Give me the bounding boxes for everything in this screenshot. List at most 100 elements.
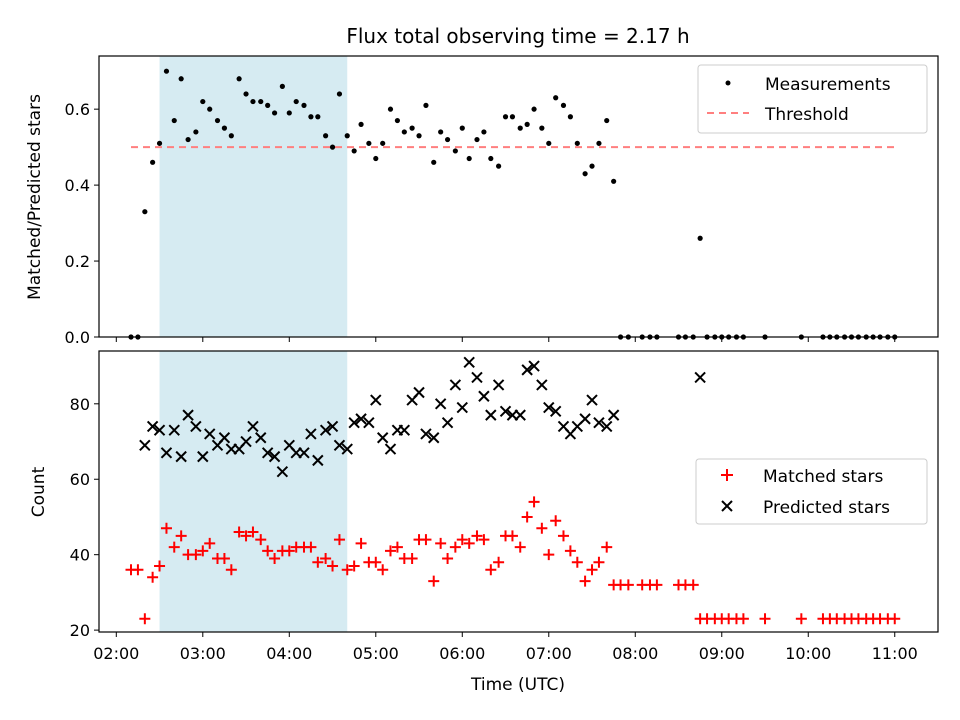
matched-stars-point (197, 545, 209, 557)
matched-stars-point (571, 556, 583, 568)
predicted-stars-point (197, 450, 209, 463)
measurements-point (438, 129, 444, 135)
predicted-stars-point (478, 390, 490, 402)
predicted-stars-point (240, 435, 252, 448)
predicted-stars-point (182, 409, 194, 421)
measurements-point (221, 125, 228, 131)
matched-stars-point (521, 511, 533, 523)
measurements-point (416, 133, 422, 139)
measurements-point (560, 102, 567, 108)
measurements-point (444, 136, 451, 143)
predicted-stars-point (341, 443, 353, 455)
matched-stars-point (262, 545, 274, 557)
top-panel-frame (98, 55, 939, 338)
measurements-point (409, 125, 415, 131)
measurements-point (496, 163, 502, 169)
top-panel-points (128, 68, 898, 340)
measurements-point (611, 178, 617, 184)
matched-stars-point (355, 537, 367, 549)
measurements-point (517, 125, 523, 131)
matched-stars-point (168, 541, 180, 553)
measurements-point (423, 102, 429, 108)
measurements-point (286, 110, 292, 116)
measurements-point (207, 106, 213, 112)
matched-stars-point (204, 537, 216, 549)
predicted-stars-point (355, 413, 367, 425)
bottom-panel-y-ticks: 20 40 60 80 (70, 395, 99, 640)
matched-stars-point (327, 560, 339, 572)
matched-stars-point (240, 530, 252, 542)
matched-stars-point (312, 556, 324, 568)
matched-stars-point (478, 534, 490, 546)
measurements-point (156, 140, 163, 146)
matched-stars-point (622, 579, 634, 591)
predicted-stars-point (514, 409, 526, 421)
matched-stars-point (269, 552, 281, 564)
matched-stars-point (601, 541, 613, 553)
predicted-stars-point (218, 432, 231, 444)
predicted-stars-point (348, 416, 360, 429)
measurements-point (344, 133, 350, 139)
measurements-point (200, 98, 206, 105)
predicted-stars-point (153, 424, 166, 436)
measurements-point (380, 140, 386, 146)
matched-stars-point (283, 545, 295, 557)
measurements-point (509, 114, 516, 120)
legend-measurements-label: Measurements (765, 75, 891, 95)
predicted-stars-point (255, 432, 267, 444)
measurements-point (596, 140, 602, 146)
bottom-legend-frame (695, 458, 928, 525)
measurements-point (488, 155, 494, 162)
x-axis-label: Time (UTC) (470, 675, 565, 695)
measurements-point (258, 98, 264, 105)
measurements-point (358, 121, 364, 127)
y-tick-label: 20 (70, 621, 90, 640)
measurements-point (531, 106, 537, 112)
predicted-stars-point (492, 379, 505, 391)
y-tick-label: 40 (70, 546, 90, 565)
measurements-point (279, 83, 285, 89)
matched-stars-point (687, 579, 699, 591)
measurements-point (329, 144, 336, 150)
predicted-stars-point (601, 420, 613, 433)
matched-stars-point (550, 515, 562, 527)
measurements-point (366, 140, 372, 146)
measurements-point (315, 114, 321, 120)
measurements-point (193, 129, 199, 135)
predicted-stars-point (499, 405, 512, 418)
measurements-point (604, 117, 610, 124)
matched-stars-point (456, 534, 468, 546)
measurements-point (474, 136, 480, 143)
predicted-stars-point (521, 364, 533, 376)
bottom-panel-shaded-interval (159, 351, 348, 632)
matched-stars-point (593, 556, 605, 568)
measurements-point (401, 129, 407, 135)
predicted-stars-point (268, 450, 281, 463)
measurements-point (574, 140, 580, 146)
predicted-stars-point (398, 424, 411, 436)
predicted-stars-point (420, 428, 432, 440)
matched-stars-point (579, 575, 591, 587)
predicted-stars-point (441, 416, 454, 429)
measurements-point (351, 148, 357, 154)
measurements-point (265, 102, 271, 108)
predicted-stars-point (456, 401, 468, 414)
legend-matched-marker (721, 469, 733, 481)
matched-stars-point (471, 530, 483, 542)
matched-stars-point (737, 613, 749, 625)
predicted-stars-point (384, 443, 397, 455)
matched-stars-point (255, 534, 267, 546)
measurements-point (452, 148, 458, 154)
y-tick-label: 0.6 (65, 100, 90, 119)
matched-stars-point (341, 564, 353, 576)
matched-stars-point (435, 537, 447, 549)
matched-stars-point (154, 560, 166, 572)
y-tick-label: 0.2 (65, 252, 90, 271)
predicted-stars-point (204, 428, 216, 440)
predicted-stars-point (326, 420, 339, 433)
measurements-point (546, 140, 552, 146)
measurements-point (271, 110, 278, 116)
y-tick-label: 80 (70, 395, 90, 414)
